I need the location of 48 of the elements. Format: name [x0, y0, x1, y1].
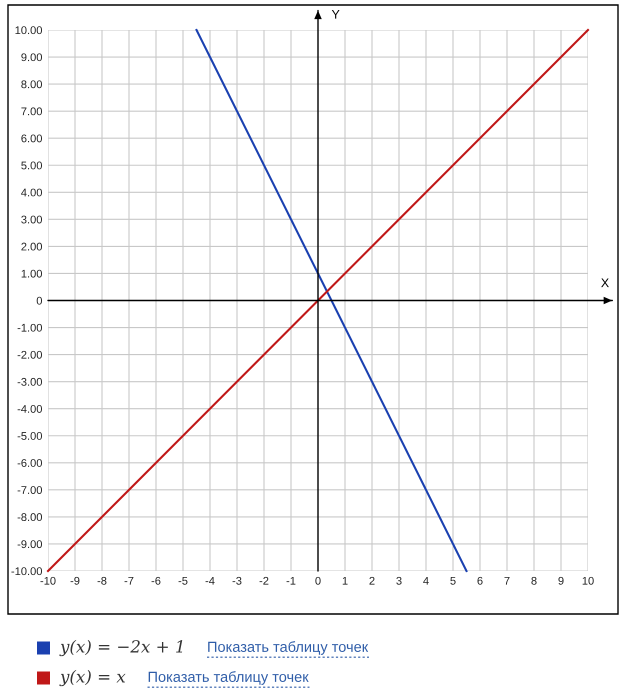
- x-tick-label: 1: [342, 576, 348, 585]
- y-tick-label: 1.00: [22, 270, 42, 278]
- x-tick-label: -5: [178, 576, 188, 585]
- x-axis-title: X: [601, 278, 609, 288]
- x-tick-label: -7: [124, 576, 134, 585]
- y-tick-label: -2.00: [18, 350, 42, 359]
- x-tick-label: -4: [206, 576, 215, 585]
- x-tick-label: 3: [396, 576, 402, 585]
- y-tick-label: -6.00: [18, 459, 42, 467]
- x-tick-label: 2: [369, 576, 375, 585]
- y-tick-label: 3.00: [21, 216, 42, 224]
- y-tick-label: 7.00: [21, 107, 42, 116]
- y-tick-label: -8.00: [18, 513, 42, 522]
- y-tick-label: -10.00: [11, 567, 42, 576]
- y-tick-label: 4.00: [21, 188, 42, 196]
- text: Показать таблицу точек: [148, 671, 309, 685]
- x-tick-label: 0: [315, 576, 321, 585]
- text: Показать таблицу точек: [208, 641, 368, 655]
- legend-label: y(x) = −2x + 1: [59, 640, 182, 656]
- y-tick-label: 9.00: [21, 53, 42, 62]
- y-tick-label: -7.00: [18, 486, 42, 494]
- y-tick-label: -3.00: [18, 378, 42, 386]
- x-tick-label: -6: [152, 576, 160, 585]
- x-tick-label: 4: [423, 576, 429, 585]
- x-tick-label: -3: [232, 576, 242, 585]
- legend-label: y(x) = x: [59, 670, 126, 686]
- y-tick-label: 10.00: [15, 26, 42, 34]
- x-tick-label: 9: [558, 576, 564, 585]
- y-tick-label: 5.00: [21, 162, 42, 170]
- x-tick-label: -1: [286, 576, 296, 585]
- y-tick-label: -9.00: [18, 540, 42, 548]
- x-tick-label: 8: [531, 576, 537, 585]
- x-tick-label: 7: [504, 576, 510, 585]
- y-axis-title: Y: [332, 10, 340, 19]
- x-tick-label: -9: [70, 576, 80, 585]
- x-tick-label: 10: [582, 576, 594, 585]
- y-tick-label: -4.00: [18, 404, 42, 413]
- y-tick-label: 2.00: [21, 242, 42, 251]
- y-tick-label: -1.00: [18, 324, 42, 332]
- x-tick-label: 6: [477, 576, 483, 585]
- x-tick-label: -8: [98, 576, 106, 585]
- y-tick-label: 8.00: [21, 80, 42, 88]
- y-tick-label: -5.00: [18, 432, 42, 440]
- x-tick-label: -10: [40, 576, 56, 585]
- y-tick-label: 0: [36, 296, 42, 305]
- y-tick-label: 6.00: [21, 134, 42, 142]
- x-tick-label: -2: [260, 576, 268, 585]
- x-tick-label: 5: [450, 576, 456, 585]
